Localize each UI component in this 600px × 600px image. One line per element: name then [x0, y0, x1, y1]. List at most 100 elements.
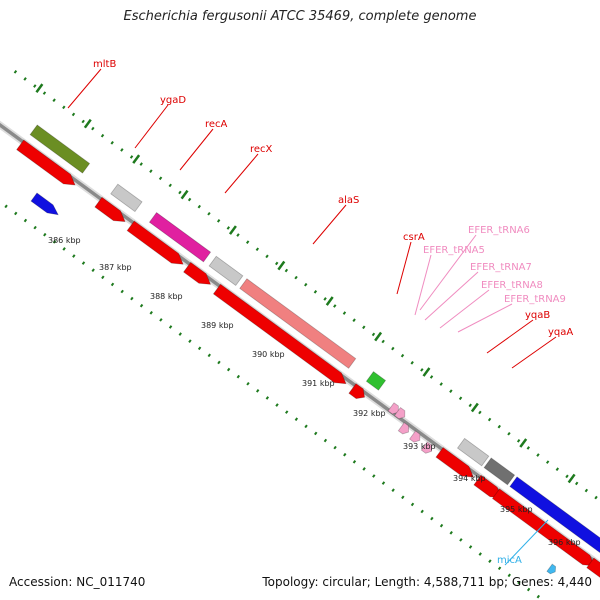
gene-label-mltB: mltB — [93, 59, 116, 70]
gc-dot-inner — [372, 474, 376, 478]
gc-dot-inner — [352, 460, 357, 464]
gc-dot-outer — [468, 403, 472, 408]
gc-dot-outer — [42, 91, 47, 95]
gc-dot-inner — [101, 275, 105, 280]
axis-tick-label: 389 kbp — [201, 321, 234, 330]
cds-alaS — [212, 283, 347, 385]
gc-dot-outer — [342, 311, 347, 315]
leader-line — [511, 336, 557, 369]
cds-recX — [183, 261, 212, 285]
gc-dot-outer — [81, 119, 85, 124]
gc-dot-outer — [410, 360, 414, 365]
gene-label-ygaD: ygaD — [160, 95, 186, 106]
gc-dot-outer — [536, 453, 540, 457]
gc-dash — [325, 296, 334, 306]
gc-dash — [35, 83, 44, 93]
gc-dot-inner — [265, 396, 270, 400]
leader-line — [396, 241, 412, 295]
gc-dot-outer — [13, 70, 18, 74]
accession-text: Accession: NC_011740 — [9, 575, 146, 589]
gc-dot-outer — [71, 112, 76, 117]
gc-dot-inner — [497, 566, 502, 571]
gene-label-EFER_tRNA5: EFER_tRNA5 — [423, 245, 485, 256]
leader-line — [312, 204, 347, 245]
gc-dash — [470, 402, 479, 413]
gc-dot-outer — [168, 183, 172, 188]
gc-dot-outer — [245, 240, 250, 244]
label-layer: mltB ygaD recA recX alaS csrA EFER_tRNA6 EFER_t… — [67, 59, 573, 566]
gc-dot-outer — [158, 176, 163, 181]
gc-dot-inner — [81, 261, 86, 265]
gc-dash — [567, 473, 576, 484]
gc-dash — [422, 367, 431, 377]
axis-ticks: 386 kbp 387 kbp 388 kbp 389 kbp 390 kbp 391 k… — [48, 236, 581, 547]
gc-dot-inner — [362, 467, 366, 471]
leader-line — [457, 303, 513, 333]
gc-dot-inner — [52, 240, 57, 244]
cds-long — [491, 488, 596, 567]
gc-dot-inner — [178, 332, 182, 336]
gc-dot-inner — [120, 289, 124, 294]
axis-tick-label: 395 kbp — [500, 505, 533, 514]
leader-line — [414, 254, 432, 316]
axis-tick-label: 396 kbp — [548, 538, 581, 547]
gc-dot-outer — [187, 197, 192, 202]
cds-yqaB — [435, 446, 475, 478]
gc-dot-outer — [139, 162, 143, 166]
gene-label-yqaB: yqaB — [525, 310, 550, 321]
gc-dot-inner — [91, 268, 95, 273]
gc-dot-inner — [43, 232, 47, 237]
gc-dot-inner — [333, 445, 337, 450]
gc-dot-inner — [255, 389, 260, 393]
gc-dot-outer — [52, 98, 56, 103]
gc-dot-outer — [400, 353, 405, 358]
gene-label-yqaA: yqaA — [548, 327, 573, 338]
gc-dot-outer — [207, 211, 211, 216]
gene-recA-pink — [148, 211, 212, 263]
leader-line — [67, 68, 102, 109]
gene-alaS — [239, 278, 357, 369]
gc-dot-inner — [217, 360, 221, 365]
gene-blue-small — [30, 192, 59, 216]
trna-1 — [387, 402, 399, 415]
gene-label-alaS: alaS — [338, 195, 359, 206]
gc-dot-inner — [517, 580, 521, 585]
axis-tick-label: 388 kbp — [150, 292, 183, 301]
gc-dot-outer — [362, 325, 366, 330]
gc-dot-inner — [488, 559, 492, 563]
leader-line — [224, 153, 259, 194]
gene-label-EFER_tRNA6: EFER_tRNA6 — [468, 225, 530, 236]
gc-dot-inner — [236, 374, 241, 379]
gc-dot-inner — [381, 481, 386, 485]
gc-dot-outer — [100, 133, 105, 138]
feature-layer — [16, 124, 600, 600]
gc-dot-inner — [304, 424, 308, 429]
gc-dot-outer — [304, 282, 308, 287]
gc-dot-inner — [14, 211, 18, 216]
gc-dot-inner — [449, 530, 453, 535]
ncrna-micA — [546, 563, 557, 575]
gc-dot-outer — [313, 290, 318, 294]
gc-dot-outer — [91, 126, 95, 131]
gc-dot-inner — [139, 303, 144, 308]
gc-dot-outer — [565, 474, 569, 479]
gc-dot-outer — [129, 155, 134, 159]
gc-dot-inner — [401, 495, 405, 500]
gene-label-EFER_tRNA7: EFER_tRNA7 — [470, 262, 532, 273]
gc-dot-outer — [265, 254, 269, 259]
gc-dot-outer — [391, 346, 395, 351]
gc-dot-inner — [294, 417, 299, 422]
gene-label-recX: recX — [250, 144, 273, 155]
gene-label-EFER_tRNA9: EFER_tRNA9 — [504, 294, 566, 305]
gc-dot-outer — [216, 219, 221, 223]
cds-csrA — [348, 383, 366, 400]
axis-tick-label: 386 kbp — [48, 236, 81, 245]
gc-dot-outer — [62, 105, 66, 110]
gene-label-micA: micA — [497, 555, 522, 566]
gene-label-recA: recA — [205, 119, 228, 130]
cds-recA — [126, 220, 184, 265]
gc-dot-outer — [352, 318, 356, 323]
gc-dot-outer — [371, 332, 376, 337]
leader-line — [486, 319, 534, 354]
gc-dot-inner — [4, 204, 8, 209]
